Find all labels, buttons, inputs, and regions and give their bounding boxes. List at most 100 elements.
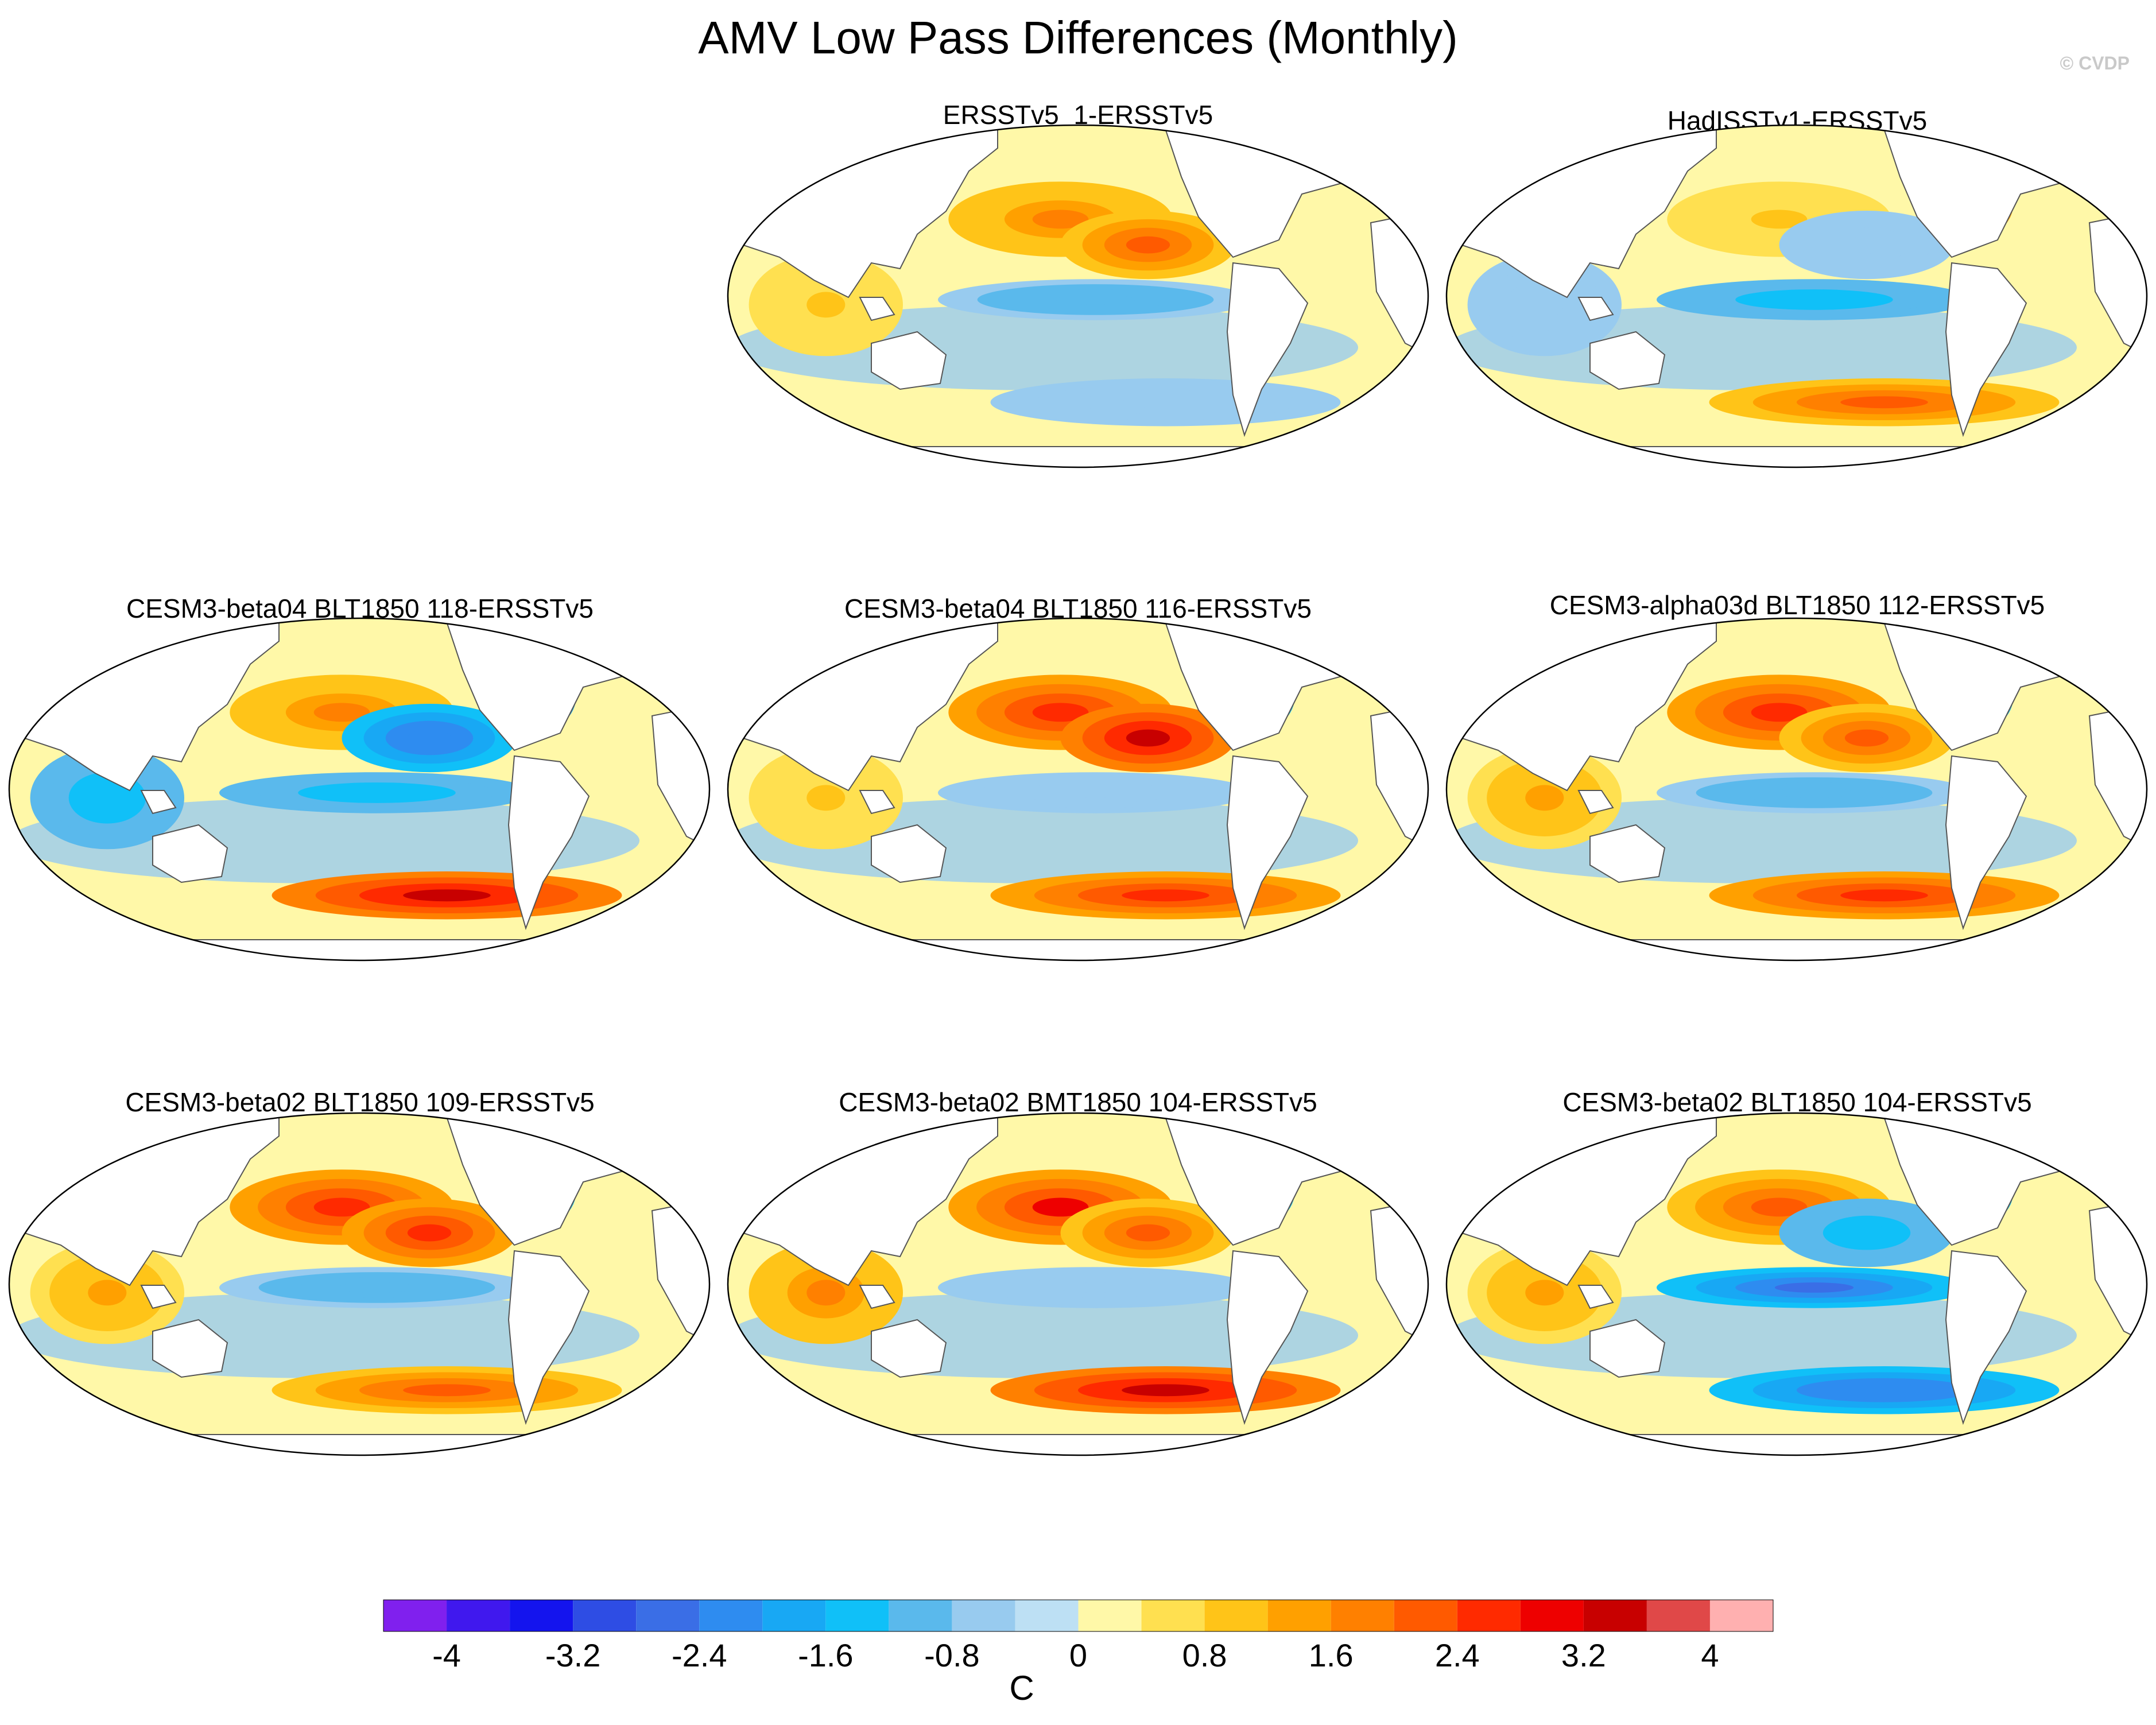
colorbar-tick-label: 0.8 (1182, 1637, 1227, 1673)
anomaly-region-tropical_pacific (1774, 294, 1854, 305)
colorbar-swatch (510, 1600, 573, 1631)
colorbar-tick-label: 0 (1069, 1637, 1088, 1673)
anomaly-region-tropical_pacific (337, 1282, 417, 1293)
land-antarctica (1447, 939, 2147, 960)
land-indonesia (1577, 790, 1614, 815)
colorbar-tick-label: 1.6 (1308, 1637, 1354, 1673)
colorbar-swatch (762, 1600, 826, 1631)
anomaly-region-tropical_pacific (1056, 788, 1135, 798)
land-greenland (1347, 125, 1406, 178)
land-greenland (629, 1113, 688, 1166)
anomaly-region-northeast_pacific (1126, 236, 1170, 254)
land-australia (871, 331, 947, 390)
anomaly-region-north_pacific (1032, 703, 1089, 722)
map-outline (727, 617, 1429, 962)
land-south-america (1226, 262, 1309, 437)
land-greenland (2066, 125, 2125, 178)
land-south-america (1945, 1250, 2027, 1425)
colorbar-tick-label: -3.2 (545, 1637, 601, 1673)
anomaly-region-north_pacific (313, 1197, 370, 1217)
colorbar-swatch (1331, 1600, 1394, 1631)
land-australia (871, 1319, 947, 1378)
colorbar-tick-label: 3.2 (1561, 1637, 1606, 1673)
land-antarctica (9, 1434, 709, 1455)
anomaly-region-indian (88, 785, 127, 811)
anomaly-region-southern (1840, 1384, 1928, 1397)
anomaly-region-tropical_pacific (1056, 1282, 1135, 1293)
anomaly-region-northeast_pacific (1844, 236, 1889, 254)
colorbar-swatch (889, 1600, 952, 1631)
anomaly-region-north_pacific (1032, 210, 1089, 229)
land-south-america (1226, 755, 1309, 931)
map-panel-1 (727, 124, 1429, 468)
colorbar-swatch (952, 1600, 1015, 1631)
colorbar (383, 1599, 1774, 1632)
anomaly-region-southern (1840, 889, 1928, 902)
land-australia (152, 1319, 228, 1378)
land-indonesia (140, 1285, 177, 1309)
land-australia (1589, 1319, 1666, 1378)
anomaly-region-north_pacific (1751, 703, 1808, 722)
anomaly-region-northeast_pacific (407, 729, 452, 747)
panel-title-5: CESM3-alpha03d BLT1850 112-ERSSTv5 (1549, 590, 2045, 620)
land-indonesia (859, 790, 895, 815)
colorbar-swatch (699, 1600, 763, 1631)
map-panel-5 (1445, 617, 2148, 962)
colorbar-swatch (1646, 1600, 1710, 1631)
anomaly-region-tropical_pacific (1774, 788, 1854, 798)
land-south-america (1226, 1250, 1309, 1425)
land-greenland (629, 618, 688, 671)
map-panel-7 (727, 1112, 1429, 1456)
map-outline (8, 1112, 711, 1456)
anomaly-region-northeast_pacific (1126, 729, 1170, 747)
map-panel-6 (8, 1112, 711, 1456)
anomaly-region-northeast_pacific (1844, 1224, 1889, 1242)
colorbar-swatch (1583, 1600, 1647, 1631)
land-indonesia (1577, 297, 1614, 321)
land-indonesia (1577, 1285, 1614, 1309)
map-outline (8, 617, 711, 962)
land-south-america (507, 755, 590, 931)
land-australia (152, 824, 228, 883)
anomaly-region-indian (806, 785, 846, 811)
anomaly-region-indian (1525, 785, 1564, 811)
colorbar-frame (383, 1599, 1774, 1632)
anomaly-region-north_pacific (313, 703, 370, 722)
land-antarctica (728, 939, 1428, 960)
colorbar-swatch (447, 1600, 510, 1631)
map-panel-8 (1445, 1112, 2148, 1456)
colorbar-tick-label: 2.4 (1434, 1637, 1480, 1673)
land-indonesia (859, 1285, 895, 1309)
land-antarctica (1447, 1434, 2147, 1455)
land-south-america (507, 1250, 590, 1425)
land-indonesia (859, 297, 895, 321)
anomaly-region-northeast_pacific (407, 1224, 452, 1242)
land-antarctica (728, 446, 1428, 467)
land-greenland (2066, 1113, 2125, 1166)
anomaly-region-indian (1525, 1280, 1564, 1306)
colorbar-units: C (1009, 1669, 1034, 1707)
anomaly-region-tropical_pacific (337, 788, 417, 798)
colorbar-swatch (1078, 1600, 1142, 1631)
land-greenland (1347, 618, 1406, 671)
colorbar-tick-label: -4 (432, 1637, 461, 1673)
land-south-america (1945, 262, 2027, 437)
anomaly-region-southern (403, 1384, 491, 1397)
colorbar-tick-label: -1.6 (798, 1637, 854, 1673)
anomaly-region-southern (1122, 889, 1209, 902)
land-antarctica (728, 1434, 1428, 1455)
map-outline (727, 124, 1429, 468)
figure-title: AMV Low Pass Differences (Monthly) (698, 12, 1458, 63)
panel-title-6: CESM3-beta02 BLT1850 109-ERSSTv5 (125, 1087, 595, 1117)
anomaly-region-indian (806, 292, 846, 318)
credit-watermark: © CVDP (2060, 53, 2130, 73)
land-australia (1589, 824, 1666, 883)
land-greenland (1347, 1113, 1406, 1166)
colorbar-swatch (636, 1600, 700, 1631)
colorbar-swatch (1204, 1600, 1268, 1631)
anomaly-region-southern (403, 889, 491, 902)
anomaly-region-tropical_pacific (1056, 294, 1135, 305)
map-panel-4 (727, 617, 1429, 962)
anomaly-region-northeast_pacific (1844, 729, 1889, 747)
land-australia (871, 824, 947, 883)
